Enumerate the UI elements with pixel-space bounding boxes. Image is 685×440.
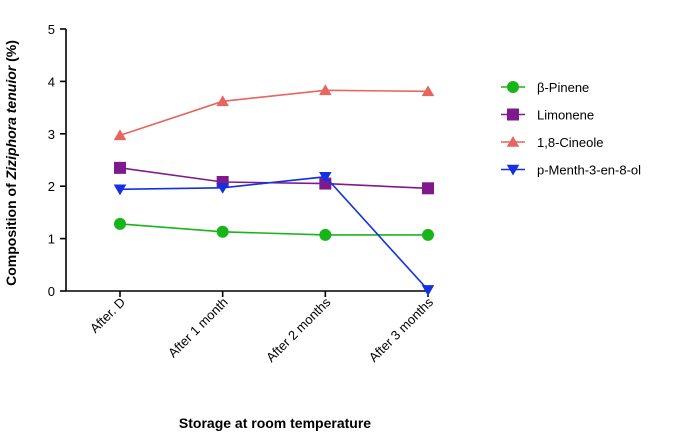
data-point bbox=[216, 95, 229, 107]
series-line bbox=[119, 89, 429, 137]
data-point bbox=[421, 285, 435, 296]
y-axis-title-prefix: Composition of bbox=[3, 179, 19, 286]
legend-marker bbox=[507, 108, 519, 121]
legend: β-Pinene Limonene 1,8-Cineole p-Menth-3-en-… bbox=[501, 80, 641, 178]
data-point bbox=[114, 161, 126, 174]
data-point bbox=[422, 228, 434, 241]
legend-label: p-Menth-3-en-8-ol bbox=[537, 163, 641, 178]
legend-marker bbox=[506, 164, 520, 176]
y-tick-label: 1 bbox=[48, 232, 55, 247]
y-tick-label: 0 bbox=[48, 284, 55, 299]
x-tick-label: After 1 month bbox=[165, 295, 231, 361]
y-tick-label: 3 bbox=[48, 127, 55, 142]
data-point bbox=[422, 182, 434, 195]
series-line bbox=[119, 223, 428, 236]
data-point bbox=[421, 85, 435, 97]
data-point bbox=[113, 184, 127, 196]
x-axis-title: Storage at room temperature bbox=[179, 415, 371, 431]
series-line bbox=[119, 175, 429, 291]
legend-marker bbox=[507, 81, 519, 93]
y-tick-label: 2 bbox=[48, 179, 55, 194]
legend-label: 1,8-Cineole bbox=[537, 135, 604, 150]
data-point bbox=[216, 182, 229, 194]
y-axis-title: Composition of Ziziphora tenuior (%) bbox=[3, 40, 19, 286]
y-tick-label: 5 bbox=[48, 22, 55, 37]
legend-marker bbox=[506, 136, 520, 147]
data-point bbox=[319, 228, 332, 241]
data-point bbox=[113, 129, 127, 141]
legend-label: β-Pinene bbox=[537, 80, 589, 95]
data-point bbox=[216, 225, 229, 238]
axes: 0 1 2 3 4 5 After. D After 1 month After 2 month… bbox=[48, 22, 437, 365]
series-layer bbox=[113, 84, 435, 296]
x-tick-label: After. D bbox=[87, 295, 128, 336]
data-point bbox=[319, 171, 332, 183]
series-line bbox=[119, 167, 429, 190]
x-tick-label: After 2 months bbox=[263, 294, 334, 365]
y-axis-title-unit: (%) bbox=[3, 40, 19, 66]
data-point bbox=[319, 84, 332, 96]
y-axis-title-species: Ziziphora tenuior bbox=[3, 64, 19, 180]
data-point bbox=[114, 217, 126, 230]
y-tick-label: 4 bbox=[48, 74, 55, 89]
x-tick-label: After 3 months bbox=[366, 294, 437, 365]
legend-label: Limonene bbox=[537, 108, 594, 123]
